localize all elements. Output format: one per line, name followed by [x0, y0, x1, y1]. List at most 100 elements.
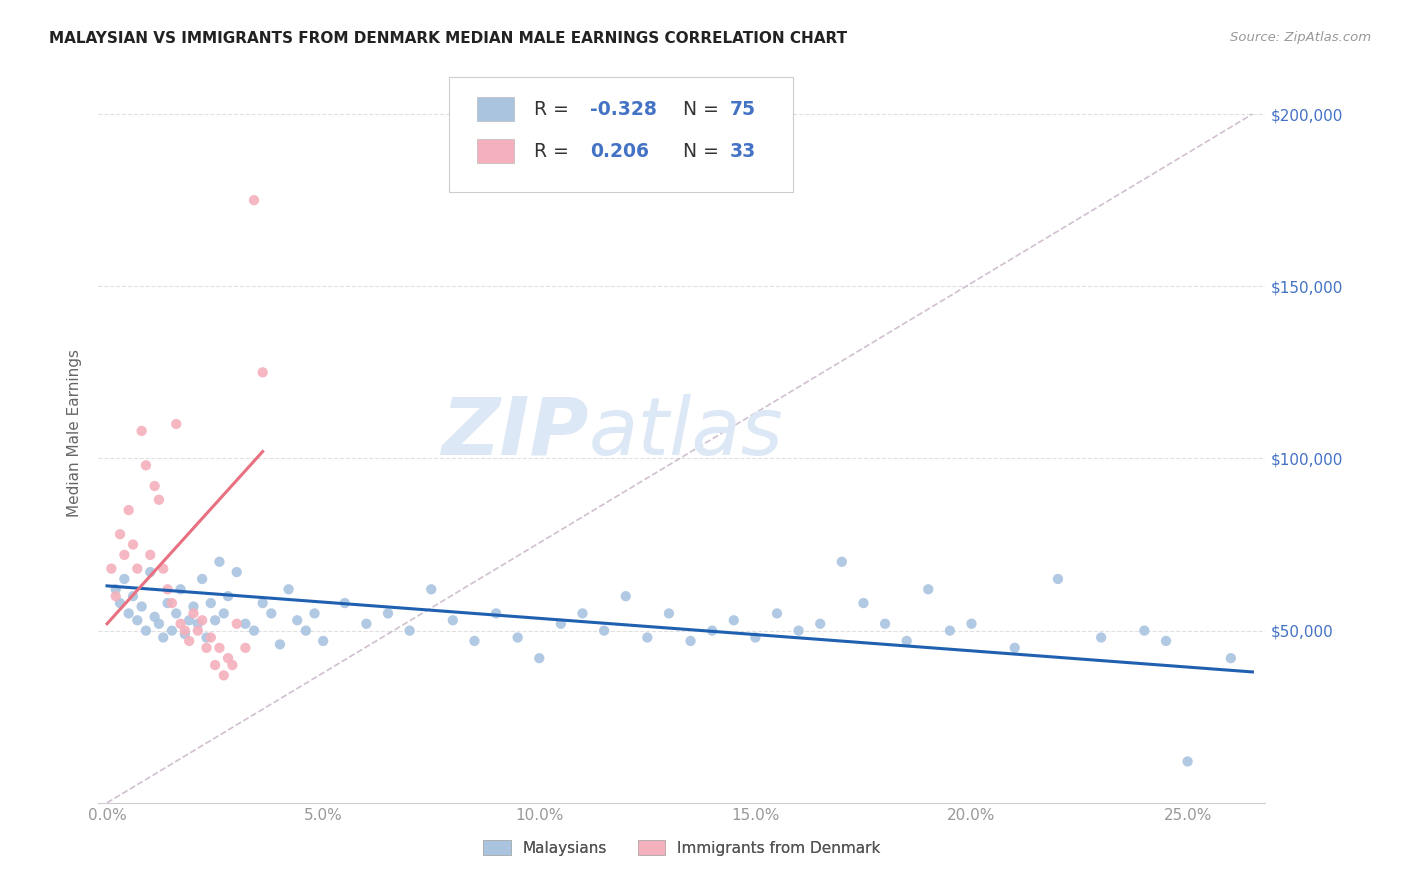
Point [441, 613, 464, 627]
Point [1177, 755, 1199, 769]
Point [398, 624, 420, 638]
Point [377, 607, 399, 621]
Point [787, 624, 810, 638]
Point [139, 548, 162, 562]
Point [152, 561, 174, 575]
Point [217, 589, 239, 603]
Point [614, 589, 637, 603]
Point [195, 640, 218, 655]
Text: MALAYSIAN VS IMMIGRANTS FROM DENMARK MEDIAN MALE EARNINGS CORRELATION CHART: MALAYSIAN VS IMMIGRANTS FROM DENMARK MED… [49, 31, 848, 46]
Point [679, 634, 702, 648]
Point [295, 624, 318, 638]
Point [243, 193, 266, 207]
Point [235, 616, 257, 631]
Point [100, 561, 122, 575]
Point [1133, 624, 1156, 638]
Point [221, 658, 243, 673]
Point [702, 624, 724, 638]
Point [1046, 572, 1069, 586]
Text: Source: ZipAtlas.com: Source: ZipAtlas.com [1230, 31, 1371, 45]
Legend: Malaysians, Immigrants from Denmark: Malaysians, Immigrants from Denmark [477, 834, 887, 862]
Point [191, 613, 214, 627]
Point [593, 624, 616, 638]
Point [165, 607, 187, 621]
Point [723, 613, 745, 627]
Point [463, 634, 485, 648]
Text: R =: R = [534, 142, 581, 161]
Point [285, 613, 308, 627]
Text: N =: N = [672, 100, 725, 119]
Point [1154, 634, 1177, 648]
Point [135, 458, 157, 473]
Point [873, 616, 896, 631]
FancyBboxPatch shape [477, 97, 513, 121]
Point [160, 596, 183, 610]
Point [152, 631, 174, 645]
Point [156, 582, 179, 597]
Point [139, 565, 162, 579]
Point [148, 616, 170, 631]
Point [143, 610, 166, 624]
Point [808, 616, 831, 631]
Point [1219, 651, 1241, 665]
Point [636, 631, 658, 645]
Text: ZIP: ZIP [441, 393, 589, 472]
Point [127, 561, 149, 575]
Point [550, 616, 572, 631]
Point [217, 651, 239, 665]
Point [179, 613, 201, 627]
Point [104, 582, 127, 597]
FancyBboxPatch shape [449, 78, 793, 192]
Point [269, 637, 291, 651]
Point [169, 616, 191, 631]
Point [208, 555, 231, 569]
Point [200, 596, 222, 610]
Point [960, 616, 983, 631]
Point [744, 631, 766, 645]
Point [277, 582, 299, 597]
Point [571, 607, 593, 621]
Point [1090, 631, 1112, 645]
Point [187, 616, 209, 631]
Point [143, 479, 166, 493]
Point [529, 651, 551, 665]
Text: atlas: atlas [589, 393, 783, 472]
Point [658, 607, 681, 621]
Point [183, 607, 205, 621]
Point [127, 613, 149, 627]
Point [104, 589, 127, 603]
Point [112, 548, 135, 562]
Point [173, 624, 195, 638]
Point [165, 417, 187, 431]
Text: R =: R = [534, 100, 575, 119]
Point [235, 640, 257, 655]
Point [108, 527, 131, 541]
Point [225, 616, 247, 631]
Point [131, 424, 153, 438]
Point [260, 607, 283, 621]
Point [225, 565, 247, 579]
Point [333, 596, 356, 610]
Point [939, 624, 962, 638]
Point [831, 555, 853, 569]
Point [252, 596, 274, 610]
Point [212, 668, 235, 682]
Point [766, 607, 789, 621]
Point [304, 607, 326, 621]
Point [243, 624, 266, 638]
Point [173, 627, 195, 641]
Point [896, 634, 918, 648]
Point [852, 596, 875, 610]
Point [1004, 640, 1026, 655]
Point [112, 572, 135, 586]
Point [156, 596, 179, 610]
Point [200, 631, 222, 645]
Point [160, 624, 183, 638]
Point [252, 365, 274, 379]
Point [204, 613, 226, 627]
Text: -0.328: -0.328 [589, 100, 657, 119]
Point [917, 582, 939, 597]
Text: 0.206: 0.206 [589, 142, 648, 161]
Point [187, 624, 209, 638]
FancyBboxPatch shape [477, 139, 513, 163]
